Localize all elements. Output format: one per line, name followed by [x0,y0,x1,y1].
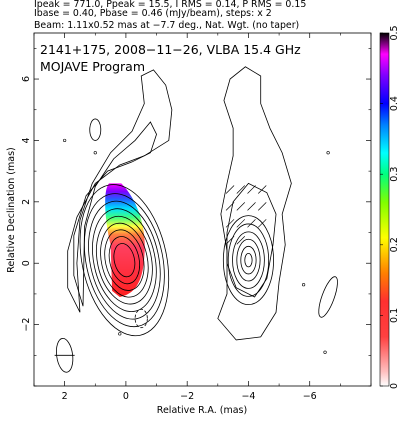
x-tick-label: 2 [62,391,68,402]
y-tick-label: 2 [21,199,32,205]
plot-frame [33,32,372,387]
noise-contour [93,151,97,155]
inner-jet-contour [73,121,157,307]
secondary_component-contour [240,245,257,275]
colorbar-tick-label: 0.1 [389,308,400,323]
chart-subtitle: MOJAVE Program [40,59,145,74]
polarization-vectors [225,185,267,245]
axes: 2 0 −2 −4 −6 −2 0 2 4 6 [21,33,372,402]
core-contour [104,229,145,291]
noise-contour [326,151,330,155]
colorbar-gradient [379,32,390,387]
polarization-vector [225,185,235,194]
y-tick-label: 4 [21,137,32,143]
outer-jet-contour [67,69,173,313]
core-contour [113,243,136,278]
polarization-vector [236,185,246,194]
negative-contour [134,308,148,329]
x-axis-label: Relative R.A. (mas) [157,405,247,416]
polarization-vector [225,219,235,228]
intensity-contours [54,66,338,373]
polarization-vector [236,219,246,228]
colorbar-tick-label: 0.5 [389,25,400,40]
polarization-color-map [105,183,145,297]
y-tick-label: 6 [21,76,32,82]
secondary_component-contour [227,223,270,297]
y-axis-label: Relative Declination (mas) [6,147,17,273]
blob-contour [318,276,338,318]
chart-title: 2141+175, 2008−11−26, VLBA 15.4 GHz [40,42,301,57]
blob-contour [89,118,102,141]
polarization-vector [236,235,246,245]
header-line-2: Ibase = 0.40, Pbase = 0.46 (mJy/beam), s… [34,8,272,19]
polarization-vector [257,219,267,228]
polarization-vector [257,202,267,211]
x-tick-label: −4 [241,391,255,402]
core-contour [100,222,149,298]
secondary_component-contour [236,238,261,282]
polarization-vector [225,202,235,211]
core-contour [79,184,170,337]
polarization-vector [236,202,246,211]
x-tick-label: −6 [303,391,317,402]
noise-contour [118,332,122,336]
colorbar-tick-label: 0.2 [389,237,400,252]
x-tick-label: −2 [180,391,194,402]
y-tick-label: 0 [21,260,32,266]
colorbar-tick-label: 0.4 [389,96,400,111]
core-contour [96,215,153,305]
x-tick-label: 0 [123,391,129,402]
secondary_component-contour [232,231,265,289]
header-line-1: Ipeak = 771.0, Ppeak = 15.5, I RMS = 0.1… [34,0,307,10]
polarization-vector [257,185,267,194]
core-contour [88,200,161,320]
polarization-vector [225,235,235,245]
colorbar-tick-label: 0 [389,383,400,389]
polarization-vector [247,219,256,228]
polarization-fill [105,183,145,297]
secondary_component-contour [244,252,253,268]
core-contour [92,208,157,312]
colorbar-tick-label: 0.3 [389,167,400,182]
header-line-3: Beam: 1.11x0.52 mas at −7.7 deg., Nat. W… [34,20,300,31]
beam-ellipse [56,337,74,373]
noise-contour [323,350,327,354]
polarization-vector [247,202,256,211]
y-tick-label: −2 [21,318,32,332]
polarization-vector [247,185,256,194]
noise-contour [302,283,306,287]
core-contour [108,236,140,285]
colorbar: 0 0.1 0.2 0.3 0.4 0.5 [379,25,400,389]
secondary-mid-contour [226,182,277,298]
secondary-outer-contour [217,66,292,341]
noise-contour [63,138,67,143]
secondary_component-contour [222,215,274,306]
